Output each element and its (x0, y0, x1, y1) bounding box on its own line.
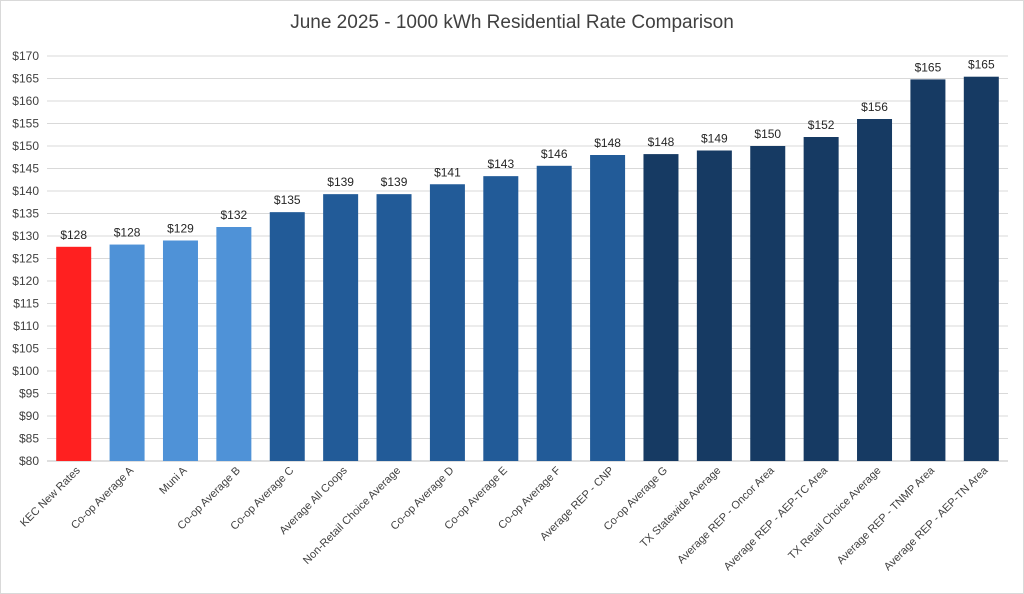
bar (963, 76, 999, 461)
data-label: $129 (167, 222, 194, 236)
bar (56, 246, 92, 461)
data-label: $128 (114, 226, 141, 240)
data-label: $141 (434, 165, 461, 179)
y-tick-label: $80 (19, 454, 39, 468)
bar (483, 176, 519, 461)
y-tick-label: $90 (19, 409, 39, 423)
chart-title: June 2025 - 1000 kWh Residential Rate Co… (290, 12, 734, 33)
bar (216, 227, 252, 461)
x-tick-label: Average REP - Oncor Area (675, 464, 777, 566)
data-label: $139 (381, 175, 408, 189)
bar (109, 244, 145, 461)
y-tick-label: $135 (12, 207, 39, 221)
data-label: $132 (221, 208, 248, 222)
data-label: $150 (754, 127, 781, 141)
y-tick-label: $130 (12, 229, 39, 243)
y-tick-label: $140 (12, 184, 39, 198)
data-label: $143 (487, 157, 514, 171)
data-label: $156 (861, 100, 888, 114)
data-label: $128 (60, 228, 87, 242)
x-tick-label: Average REP - AEP-TN Area (882, 464, 991, 573)
y-tick-label: $155 (12, 117, 39, 131)
x-tick-label: Average REP - AEP-TC Area (722, 464, 831, 573)
bar (590, 155, 626, 461)
bar (857, 119, 893, 461)
y-tick-label: $115 (13, 297, 39, 311)
y-tick-label: $105 (12, 342, 39, 356)
data-label: $146 (541, 147, 568, 161)
bar (429, 184, 465, 461)
data-label: $135 (274, 193, 301, 207)
x-tick-label: TX Retail Choice Average (786, 465, 883, 562)
y-tick-label: $145 (12, 162, 39, 176)
bar (910, 79, 946, 462)
y-tick-label: $150 (12, 139, 39, 153)
y-tick-label: $120 (12, 274, 39, 288)
bar (536, 165, 572, 462)
y-tick-label: $125 (12, 252, 39, 266)
data-label: $148 (648, 135, 675, 149)
y-tick-label: $95 (19, 387, 39, 401)
y-tick-label: $100 (12, 364, 39, 378)
y-tick-label: $165 (12, 72, 39, 86)
x-tick-label: Non-Retail Choice Average (301, 465, 403, 567)
bar (696, 150, 732, 461)
bar (269, 212, 305, 461)
data-label: $165 (968, 58, 995, 72)
data-label: $152 (808, 118, 835, 132)
data-label: $148 (594, 136, 621, 150)
bar (643, 154, 679, 461)
bar (750, 146, 786, 461)
y-tick-label: $170 (12, 49, 39, 63)
y-tick-label: $85 (19, 432, 39, 446)
data-label: $149 (701, 132, 728, 146)
bar (803, 137, 839, 461)
x-tick-label: Muni A (157, 464, 190, 497)
x-tick-label: Average REP - TNMP Area (835, 464, 938, 567)
data-label: $139 (327, 175, 354, 189)
y-tick-label: $110 (13, 319, 39, 333)
bar (376, 194, 412, 461)
bar (323, 194, 359, 461)
bar (162, 240, 198, 461)
y-tick-label: $160 (12, 94, 39, 108)
data-label: $165 (915, 60, 942, 74)
